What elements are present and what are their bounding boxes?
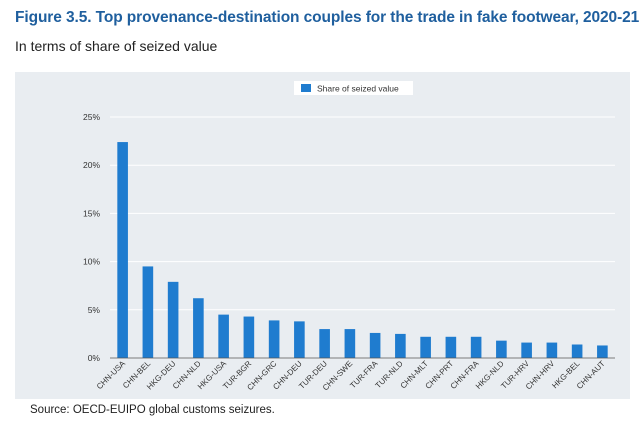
x-axis-labels: CHN-USACHN-BELHKG-DEUCHN-NLDHKG-USATUR-B… — [95, 359, 607, 393]
bar-chn-nld — [193, 298, 204, 358]
y-tick-label: 15% — [83, 208, 100, 218]
bar-tur-deu — [319, 329, 330, 358]
bar-chn-bel — [142, 266, 154, 358]
y-tick-label: 20% — [83, 160, 100, 170]
bar-chn-aut — [597, 345, 608, 358]
bar-chn-grc — [268, 320, 280, 358]
bar-tur-fra — [369, 332, 381, 358]
bar-tur-bgr — [243, 316, 255, 358]
bar-chn-swe — [344, 329, 356, 358]
bar-chn-usa — [117, 142, 128, 358]
figure-title: Figure 3.5. Top provenance-destination c… — [15, 9, 640, 26]
bar-hkg-nld — [496, 340, 507, 358]
source-note: Source: OECD-EUIPO global customs seizur… — [30, 404, 275, 416]
bar-chn-deu — [294, 321, 305, 358]
y-tick-label: 10% — [83, 257, 100, 267]
gridlines — [110, 116, 615, 311]
bar-hkg-deu — [167, 281, 179, 358]
y-tick-label: 25% — [83, 112, 100, 122]
bar-tur-hrv — [521, 342, 532, 358]
bars — [117, 142, 608, 358]
y-axis-ticks: 0% 5% 10% 15% 20% 25% — [83, 112, 100, 363]
y-tick-label: 0% — [88, 353, 101, 363]
bar-chn-hrv — [546, 342, 558, 358]
bar-tur-nld — [395, 333, 406, 358]
bar-chn-mlt — [420, 336, 431, 358]
bar-hkg-usa — [218, 314, 229, 358]
bar-chn-fra — [470, 336, 482, 358]
chart-panel: Share of seized value 0% 5% 10% 15% 20% 25% C… — [15, 72, 630, 399]
bar-chart: Share of seized value 0% 5% 10% 15% 20% 25% C… — [83, 81, 615, 393]
y-tick-label: 5% — [88, 305, 101, 315]
bar-chn-prt — [445, 336, 457, 358]
legend-box — [294, 81, 413, 95]
legend-label: Share of seized value — [317, 84, 399, 94]
bar-hkg-bel — [571, 344, 583, 358]
figure-subtitle: In terms of share of seized value — [15, 38, 218, 54]
legend-swatch — [301, 84, 311, 92]
